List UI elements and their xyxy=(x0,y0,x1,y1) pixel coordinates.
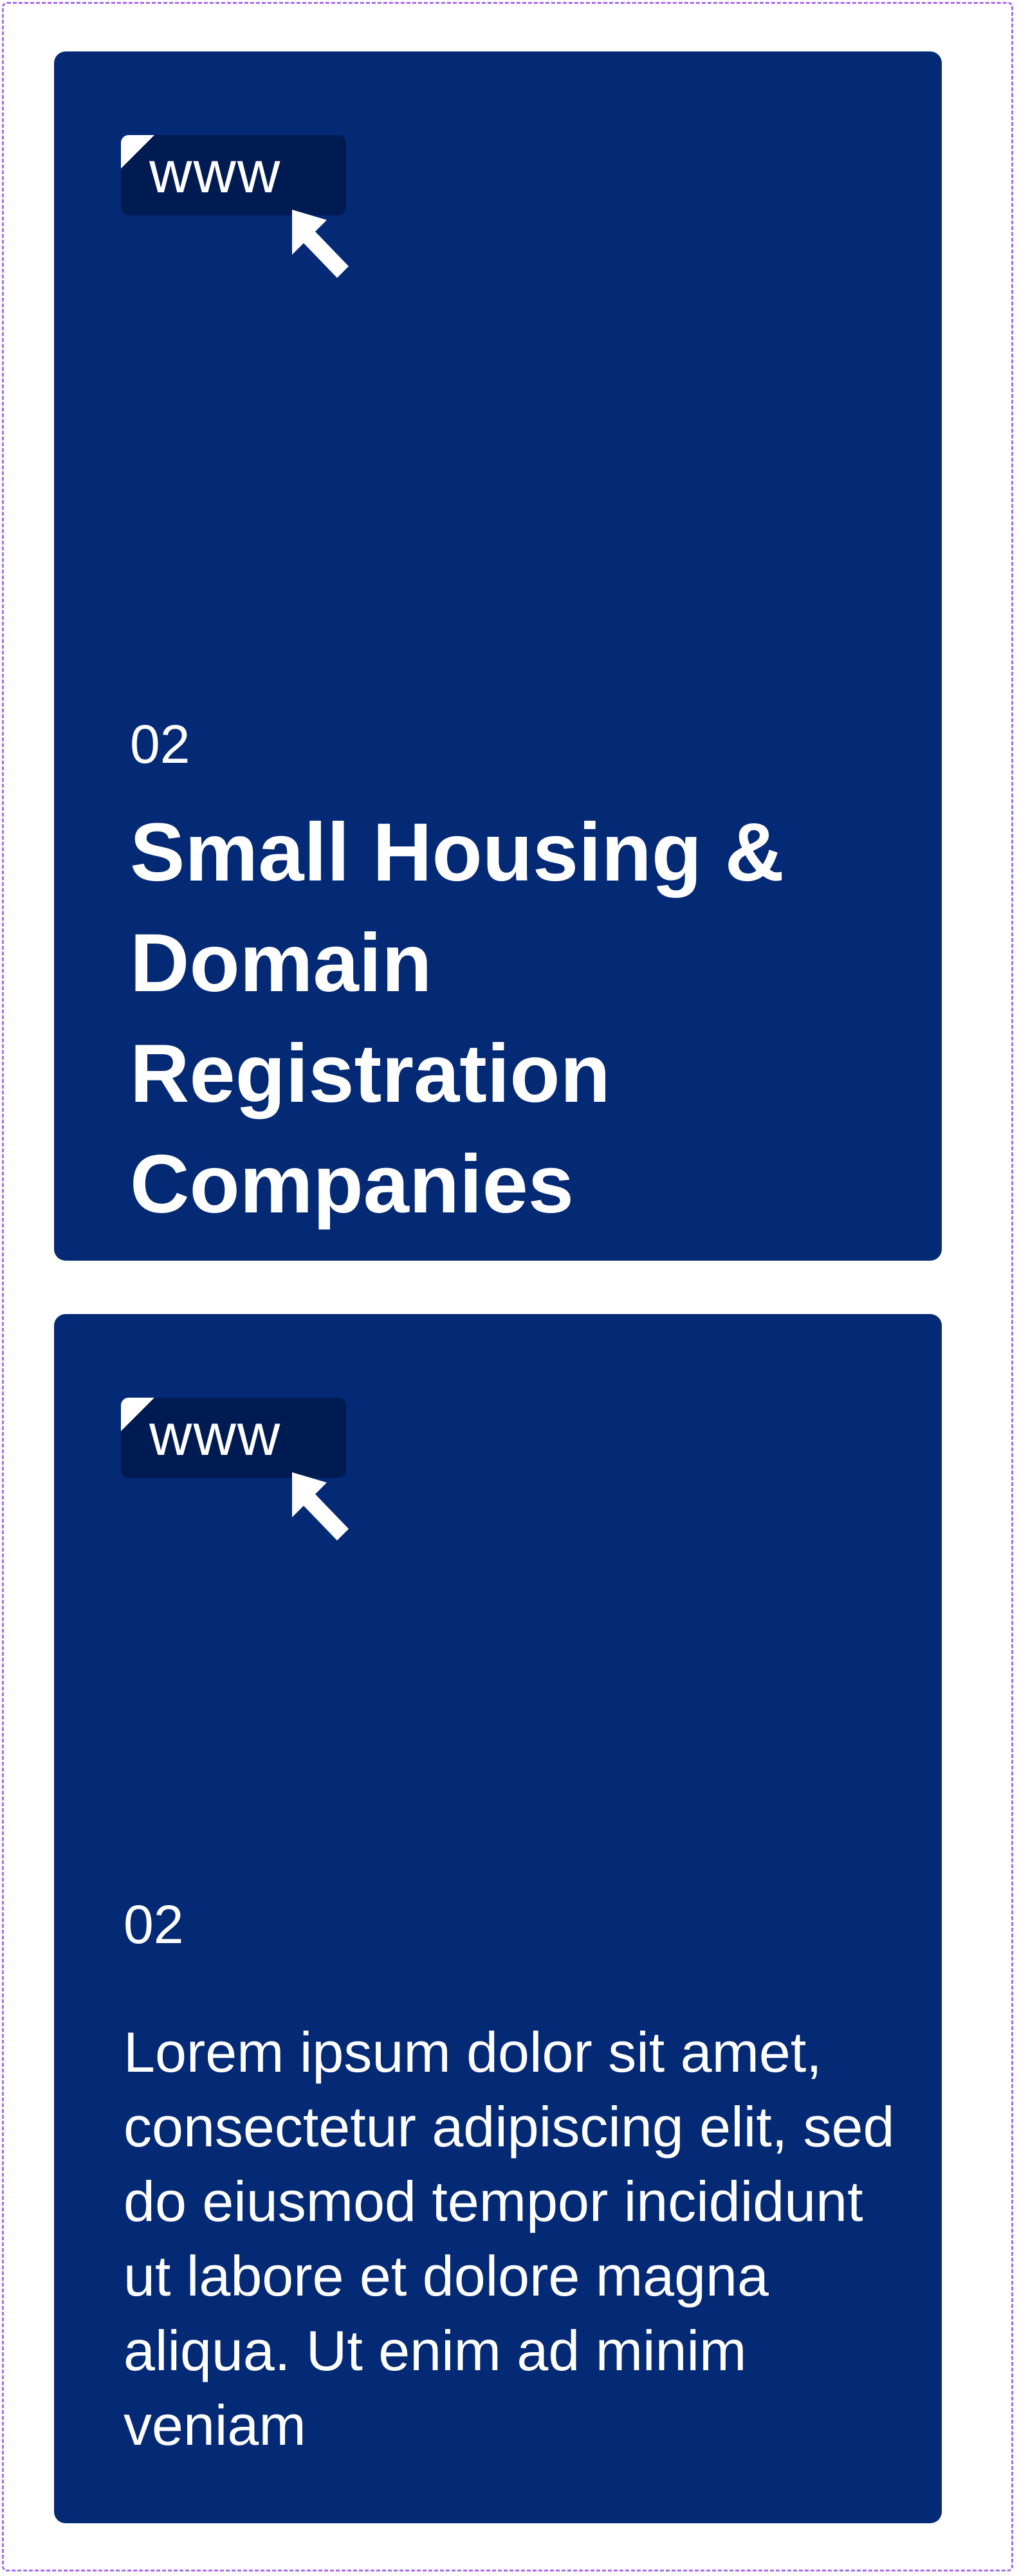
corner-fold xyxy=(121,1398,154,1431)
card-body-text: Lorem ipsum dolor sit amet, consectetur … xyxy=(124,2020,895,2457)
www-box: www xyxy=(121,1398,346,1478)
www-cursor-icon: www xyxy=(121,1398,372,1540)
feature-card-body[interactable]: www 02 Lorem ipsum dolor sit amet, conse… xyxy=(54,1314,942,2523)
card-title: Small Housing & Domain Registration Comp… xyxy=(130,807,784,1230)
card-number: 02 xyxy=(130,714,190,774)
card-number: 02 xyxy=(124,1894,184,1955)
corner-fold xyxy=(121,135,154,169)
www-box: www xyxy=(121,135,346,215)
www-label: www xyxy=(149,140,282,205)
cursor-arrow-icon xyxy=(292,1472,349,1540)
www-cursor-icon: www xyxy=(121,135,372,278)
feature-card-title[interactable]: www 02 Small Housing & Domain Registrati… xyxy=(54,51,942,1261)
www-label: www xyxy=(149,1402,282,1468)
cursor-arrow-icon xyxy=(292,210,349,278)
